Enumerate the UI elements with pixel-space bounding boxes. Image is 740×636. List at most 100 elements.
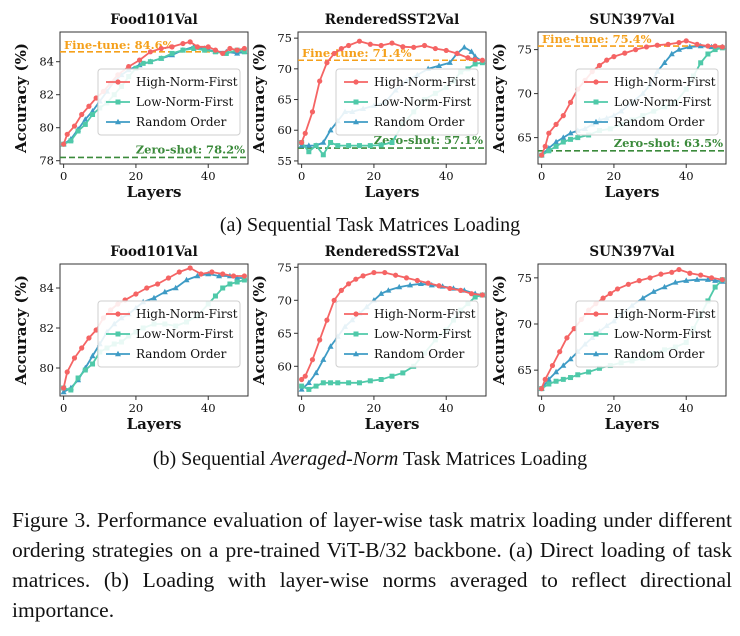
data-point-low [568,136,574,142]
legend-label-random: Random Order [374,115,465,129]
data-point-low [241,49,247,55]
legend-marker-high [593,311,599,317]
data-point-low [712,47,718,53]
chart-title: SUN397Val [589,12,674,28]
data-point-high [158,45,164,52]
data-point-random [683,277,690,283]
y-axis-label: Accuracy (%) [490,275,508,386]
data-point-high [346,42,352,49]
data-point-high [93,95,99,101]
data-point-high [64,369,70,375]
x-tick-label: 20 [607,401,622,415]
chart-title: Food101Val [110,244,198,260]
legend-label-high: High-Norm-First [614,75,716,89]
data-point-low [241,277,247,283]
data-point-high [571,326,577,332]
data-point-high [421,42,428,49]
y-axis-label: Accuracy (%) [12,43,30,154]
data-point-high [698,272,704,278]
data-point-high [432,45,438,52]
data-point-low [546,148,552,154]
data-point-high [241,45,247,52]
legend-label-random: Random Order [136,115,227,129]
data-point-high [187,265,193,271]
data-point-high [611,54,617,60]
data-point-low [227,281,233,287]
data-point-random [560,134,567,140]
data-point-high [425,280,431,286]
data-point-random [468,48,475,54]
data-point-high [622,50,628,56]
legend-marker-low [115,331,121,337]
data-point-high [220,271,226,277]
data-point-low [313,383,319,389]
legend-box [97,68,241,136]
data-point-high [176,269,182,275]
data-point-high [241,273,247,279]
x-axis-label: Layers [365,415,420,433]
legend: High-Norm-First Low-Norm-First Random Orde… [335,300,479,368]
x-tick-label: 20 [367,169,382,183]
data-point-high [353,276,359,282]
y-tick-label: 75 [277,31,292,45]
finetune-label: Fine-tune: 75.4% [542,32,652,46]
data-point-high [79,111,85,118]
data-point-high [220,50,226,57]
legend-marker-random [115,118,121,125]
data-point-low [356,143,362,149]
data-point-high [382,269,388,276]
legend-label-low: Low-Norm-First [614,95,711,109]
data-point-high [393,272,399,278]
data-point-low [328,140,334,146]
data-point-low [169,50,175,56]
data-point-low [90,112,96,117]
subcaption-a: (a) Sequential Task Matrices Loading [219,214,521,236]
data-point-high [411,44,417,50]
data-point-random [694,276,701,282]
legend-box [335,68,479,136]
data-point-high [356,38,363,44]
legend-label-random: Random Order [614,347,705,361]
data-point-random [320,356,327,362]
figure-caption: Figure 3. Performance evaluation of laye… [12,508,732,622]
chart-b-1: Food101Val 0 20 40 80 82 84 Layers Accuracy (%) H… [12,244,249,433]
data-point-high [549,362,556,369]
data-point-high [227,45,233,52]
data-point-low [335,143,341,149]
data-point-high [614,286,621,292]
data-point-high [133,291,139,297]
data-point-high [136,57,143,63]
data-point-random [396,283,403,290]
data-point-high [468,291,475,297]
data-point-high [604,57,610,63]
data-point-high [465,55,471,61]
chart-title: SUN397Val [589,244,674,260]
data-point-random [172,284,179,291]
plot-frame [537,31,727,165]
legend-marker-random [115,350,121,357]
data-point-high [687,270,693,276]
data-point-random [436,62,442,68]
data-point-low [90,361,96,367]
data-point-low [356,380,362,386]
subcaption-b-italic: Averaged-Norm [270,448,399,470]
data-point-high [302,373,308,379]
data-point-low [75,375,81,381]
chart-a-1: Food101Val 0 20 40 78 80 82 84 Layers Accuracy (%… [12,12,249,201]
y-tick-label: 82 [39,321,54,335]
data-point-random [676,46,682,52]
data-point-random [661,59,668,65]
legend-marker-high [115,311,121,317]
x-tick-label: 0 [60,169,67,183]
plot-frame [297,31,487,165]
data-point-random [446,59,453,65]
plot-frame [59,263,249,397]
data-point-random [327,127,334,133]
legend-label-low: Low-Norm-First [136,95,233,109]
data-point-low [389,373,395,379]
data-point-random [712,277,719,283]
data-point-high [567,99,574,105]
x-tick-label: 0 [298,169,305,183]
data-point-random [305,379,312,385]
data-point-high [625,281,631,287]
